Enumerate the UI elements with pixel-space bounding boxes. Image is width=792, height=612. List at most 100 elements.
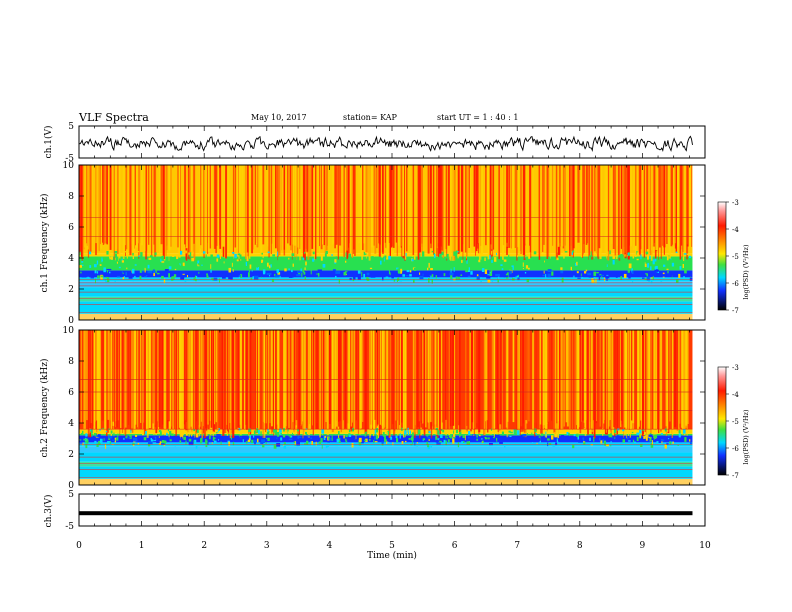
ch2-spectrogram-speckle — [226, 431, 228, 436]
ch1-spectrogram-streak — [396, 165, 398, 256]
ch1-spectrogram-speckle — [686, 253, 689, 255]
ch1-spectrogram-speckle — [612, 259, 615, 265]
ch1-spectrogram-streak — [520, 165, 522, 255]
ch2-spectrogram-speckle — [145, 431, 147, 435]
ch1-spectrogram-speckle — [121, 258, 123, 261]
ch2-spectrogram-speckle — [209, 435, 211, 440]
ch2-spectrogram-streak — [161, 330, 164, 425]
ch2-spectrogram-streak — [584, 330, 586, 428]
ch2-spectrogram-blue-spot — [254, 441, 256, 445]
ch2-spectrogram-speckle — [251, 439, 254, 444]
ch2-spectrogram-streak — [554, 330, 556, 433]
ch1-spectrogram-streak — [506, 165, 509, 243]
ch1-spectrogram-speckle — [210, 264, 212, 269]
ch1-spectrogram-speckle — [290, 259, 293, 261]
ch1-spectrogram-streak — [453, 165, 455, 260]
ch2-spectrogram-speckle — [374, 441, 378, 443]
ch1-spectrogram-streak — [532, 165, 534, 255]
ch1-spectrogram-speckle — [174, 268, 177, 271]
ch1-spectrogram-speckle — [363, 251, 365, 256]
ch1-spectrogram-speckle — [580, 273, 582, 277]
ch2-spectrogram-speckle — [464, 435, 466, 441]
ch2-spectrogram-streak — [303, 330, 304, 436]
ch2-spectrogram-streak — [239, 330, 242, 436]
ch1-spectrogram-speckle — [609, 250, 611, 255]
ch1-spectrogram-streak — [487, 165, 490, 260]
ch1-spectrogram-streak — [601, 165, 603, 252]
ch1-spectrogram-blue-spot — [605, 275, 610, 279]
ch1-spectrogram-blue-spot — [606, 277, 608, 281]
ch2-spectrogram-streak — [546, 330, 548, 424]
ch1-spectrogram-speckle — [127, 261, 130, 265]
ch2-spectrogram-speckle — [493, 431, 497, 433]
ch1-spectrogram-y-tick-label: 4 — [68, 254, 74, 264]
ch2-spectrogram-speckle — [606, 444, 609, 447]
ch1-spectrogram-streak — [607, 165, 609, 252]
ch1-spectrogram-blue-spot — [190, 274, 192, 278]
ch2-spectrogram-blue-spot — [286, 436, 290, 439]
ch1-spectrogram-speckle — [428, 262, 430, 268]
ch1-spectrogram-speckle — [298, 272, 301, 275]
ch1-spectrogram-streak — [491, 165, 493, 253]
ch2-spectrogram-speckle — [132, 443, 135, 446]
ch2-spectrogram-blue-spot — [520, 434, 523, 439]
ch1-spectrogram-speckle — [137, 251, 140, 253]
ch1-spectrogram-speckle — [613, 267, 616, 271]
ch1-spectrogram-speckle — [325, 250, 328, 254]
ch2-spectrogram-streak — [379, 330, 382, 425]
ch1-spectrogram-speckle — [509, 259, 513, 263]
ch2-spectrogram-speckle — [338, 441, 341, 443]
ch1-spectrogram-speckle — [450, 274, 453, 279]
ch1-spectrogram-speckle — [620, 253, 623, 259]
ch2-spectrogram-streak — [145, 330, 147, 431]
ch1-spectrogram-speckle — [413, 254, 416, 260]
ch1-spectrogram-speckle — [384, 255, 387, 258]
ch2-spectrogram-speckle — [610, 444, 612, 447]
ch1-spectrogram-streak — [462, 165, 464, 261]
ch2-spectrogram-blue-spot — [96, 437, 100, 441]
ch1-spectrogram-speckle — [134, 264, 137, 266]
ch1-spectrogram-blue-spot — [666, 273, 669, 276]
ch1-spectrogram-speckle — [302, 257, 305, 260]
ch2-spectrogram-streak — [528, 330, 530, 422]
ch2-spectrogram-streak — [304, 330, 306, 436]
ch1-spectrogram-streak — [228, 165, 230, 253]
ch2-spectrogram-y-tick-label: 10 — [63, 326, 75, 336]
ch2-spectrogram-streak — [383, 330, 386, 428]
ch2-spectrogram-streak — [208, 330, 211, 423]
ch1-spectrogram-speckle — [96, 260, 99, 265]
ch2-spectrogram-streak — [196, 330, 199, 433]
ch1-spectrogram-y-tick-label: 10 — [63, 161, 75, 171]
ch2-spectrogram-streak — [115, 330, 117, 428]
ch2-spectrogram-speckle — [540, 433, 544, 437]
ch1-spectrogram-streak — [655, 165, 658, 251]
ch2-spectrogram-streak — [344, 330, 347, 428]
ch1-spectrogram-speckle — [560, 267, 563, 270]
ch1-spectrogram-streak — [95, 165, 98, 244]
ch1-spectrogram-streak — [371, 165, 373, 248]
ch2-spectrogram-streak — [485, 330, 488, 421]
ch2-spectrogram-speckle — [387, 442, 390, 445]
ch2-spectrogram-streak — [423, 330, 426, 436]
ch2-spectrogram-blue-spot — [561, 435, 565, 439]
ch2-spectrogram-streak — [574, 330, 576, 432]
ch2-spectrogram-blue-spot — [310, 437, 313, 439]
ch1-spectrogram-speckle — [481, 268, 485, 272]
ch2-spectrogram-speckle — [678, 430, 681, 434]
ch2-spectrogram-streak — [365, 330, 367, 434]
ch1-spectrogram-streak — [409, 165, 411, 246]
ch1-spectrogram-speckle — [156, 272, 160, 275]
ch2-spectrogram-streak — [338, 330, 341, 422]
ch1-spectrogram-speckle — [258, 257, 261, 262]
ch2-spectrogram-speckle — [649, 438, 652, 442]
ch2-spectrogram-streak — [258, 330, 260, 434]
ch1-spectrogram-streak — [246, 165, 249, 253]
ch2-spectrogram-streak — [666, 330, 669, 432]
ch1-spectrogram-streak — [678, 165, 681, 247]
ch2-spectrogram-speckle — [321, 429, 325, 434]
ch1-spectrogram-speckle — [260, 254, 262, 257]
ch1-spectrogram-speckle — [238, 275, 240, 280]
ch1-spectrogram-streak — [117, 165, 119, 254]
ch2-spectrogram-streak — [321, 330, 323, 435]
ch2-spectrogram-speckle — [493, 436, 495, 439]
